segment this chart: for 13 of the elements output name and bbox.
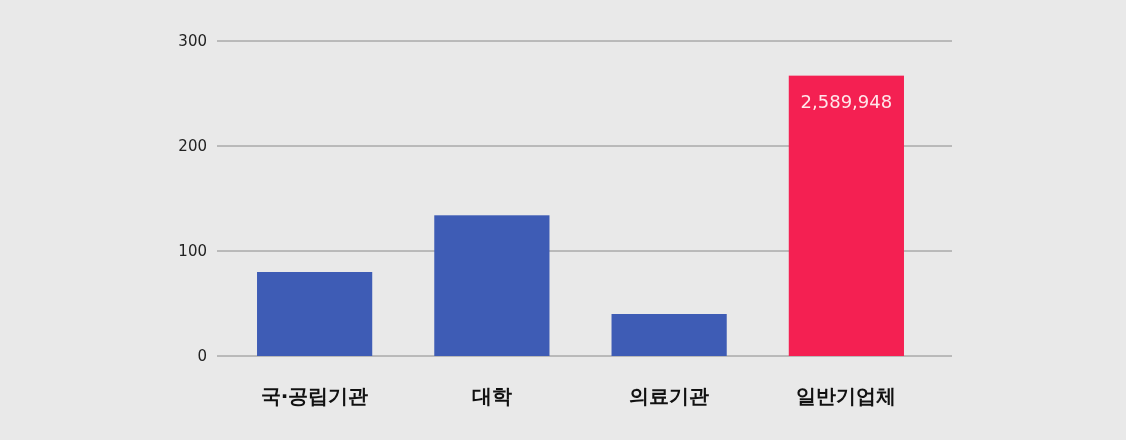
annotation: 2,589,948	[800, 90, 893, 112]
y-tick-label: 0	[197, 347, 207, 365]
y-tick-label: 300	[178, 32, 207, 50]
bar	[611, 314, 727, 356]
y-tick-label: 100	[178, 242, 207, 260]
x-tick-label: 대학	[471, 384, 512, 408]
x-tick-label: 국·공립기관	[260, 384, 369, 408]
x-tick-label: 일반기업체	[796, 384, 897, 408]
y-tick-label: 200	[178, 137, 207, 155]
bar	[788, 75, 904, 356]
x-tick-label: 의료기관	[629, 384, 710, 408]
bar	[257, 272, 373, 356]
bar	[434, 215, 550, 356]
